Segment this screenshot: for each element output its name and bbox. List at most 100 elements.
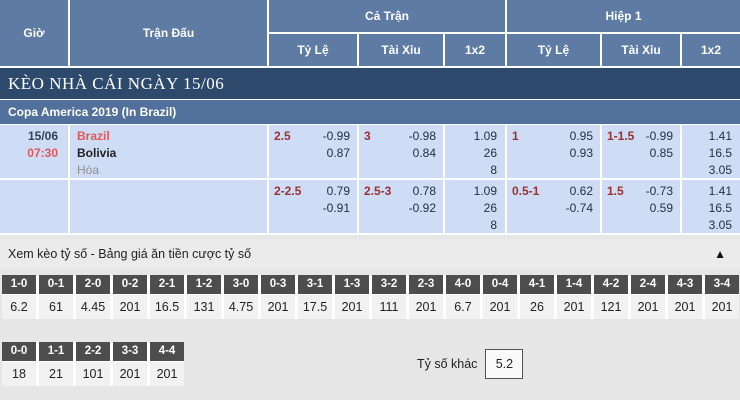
match-teams-cell[interactable]: Brazil Bolivia Hòa xyxy=(68,125,267,178)
score-odds-cell[interactable]: 3-4 201 xyxy=(705,275,739,319)
score-odds-cell[interactable]: 2-0 4.45 xyxy=(76,275,110,319)
score-odds-cell[interactable]: 2-1 16.5 xyxy=(150,275,184,319)
odds-value[interactable]: 0.78 xyxy=(412,184,436,198)
score-odds[interactable]: 6.7 xyxy=(446,295,480,319)
score-odds-cell[interactable]: 4-2 121 xyxy=(594,275,628,319)
odds-value[interactable]: -0.92 xyxy=(408,201,436,215)
score-odds[interactable]: 6.2 xyxy=(2,295,36,319)
score-odds[interactable]: 61 xyxy=(39,295,73,319)
score-odds[interactable]: 111 xyxy=(372,295,406,319)
score-odds[interactable]: 201 xyxy=(150,362,184,386)
away-team[interactable]: Bolivia xyxy=(77,146,117,160)
score-odds-cell[interactable]: 0-4 201 xyxy=(483,275,517,319)
ft-over-under-cell[interactable]: 3 -0.98 0.84 xyxy=(357,125,443,178)
h1-over-under-cell-2[interactable]: 1.5 -0.73 0.59 xyxy=(600,180,680,233)
score-odds[interactable]: 121 xyxy=(594,295,628,319)
score-odds[interactable]: 26 xyxy=(520,295,554,319)
odds-value[interactable]: 0.59 xyxy=(649,201,673,215)
odds-value[interactable]: 8 xyxy=(490,163,497,177)
score-odds[interactable]: 201 xyxy=(705,295,739,319)
odds-value[interactable]: 26 xyxy=(483,201,497,215)
ft-handicap-cell[interactable]: 2.5 -0.99 0.87 xyxy=(267,125,357,178)
score-odds[interactable]: 18 xyxy=(2,362,36,386)
h1-1x2-cell-2[interactable]: 1.41 16.5 3.05 xyxy=(680,180,740,233)
odds-value[interactable]: 0.87 xyxy=(326,146,350,160)
home-team[interactable]: Brazil xyxy=(77,129,110,143)
score-odds-cell[interactable]: 1-1 21 xyxy=(39,342,73,386)
score-odds[interactable]: 201 xyxy=(668,295,702,319)
odds-value[interactable]: 0.95 xyxy=(569,129,593,143)
score-odds-cell[interactable]: 4-3 201 xyxy=(668,275,702,319)
odds-value[interactable]: 0.62 xyxy=(569,184,593,198)
ft-1x2-cell-2[interactable]: 1.09 26 8 xyxy=(443,180,505,233)
score-odds-cell[interactable]: 3-1 17.5 xyxy=(298,275,332,319)
odds-value[interactable]: 1.41 xyxy=(708,129,732,143)
score-label: 1-4 xyxy=(557,275,591,294)
score-odds-cell[interactable]: 4-0 6.7 xyxy=(446,275,480,319)
score-odds[interactable]: 201 xyxy=(409,295,443,319)
score-odds[interactable]: 131 xyxy=(187,295,221,319)
score-odds-cell[interactable]: 1-4 201 xyxy=(557,275,591,319)
ft-handicap-cell-2[interactable]: 2-2.5 0.79 -0.91 xyxy=(267,180,357,233)
collapse-arrow-icon[interactable]: ▲ xyxy=(714,247,726,261)
odds-value[interactable]: 0.85 xyxy=(649,146,673,160)
section-title-bar: KÈO NHÀ CÁI NGÀY 15/06 xyxy=(0,68,740,99)
score-odds-cell[interactable]: 1-0 6.2 xyxy=(2,275,36,319)
score-odds-cell[interactable]: 3-2 111 xyxy=(372,275,406,319)
col-header-ft-over-under: Tài Xỉu xyxy=(357,32,443,66)
score-odds[interactable]: 201 xyxy=(113,362,147,386)
score-odds[interactable]: 201 xyxy=(335,295,369,319)
odds-value[interactable]: 1.09 xyxy=(473,184,497,198)
score-odds-cell[interactable]: 2-3 201 xyxy=(409,275,443,319)
h1-handicap-cell-2[interactable]: 0.5-1 0.62 -0.74 xyxy=(505,180,600,233)
odds-value[interactable]: 26 xyxy=(483,146,497,160)
score-odds-cell[interactable]: 4-4 201 xyxy=(150,342,184,386)
score-odds-cell[interactable]: 2-4 201 xyxy=(631,275,665,319)
score-odds-cell[interactable]: 1-3 201 xyxy=(335,275,369,319)
score-odds-cell[interactable]: 0-3 201 xyxy=(261,275,295,319)
odds-value[interactable]: 3.05 xyxy=(708,163,732,177)
odds-value[interactable]: 1.09 xyxy=(473,129,497,143)
score-odds[interactable]: 201 xyxy=(113,295,147,319)
odds-value[interactable]: 1.41 xyxy=(708,184,732,198)
score-odds-row-1: 1-0 6.2 0-1 61 2-0 4.45 0-2 201 2-1 16.5 1-2 1… xyxy=(2,275,739,319)
other-score-odds[interactable]: 5.2 xyxy=(485,349,524,379)
score-odds-cell[interactable]: 2-2 101 xyxy=(76,342,110,386)
odds-value[interactable]: -0.99 xyxy=(645,129,673,143)
score-section-bar[interactable]: Xem kèo tỷ số - Bảng giá ăn tiền cược tỷ… xyxy=(0,239,740,269)
score-odds[interactable]: 4.45 xyxy=(76,295,110,319)
ft-1x2-cell[interactable]: 1.09 26 8 xyxy=(443,125,505,178)
score-odds-cell[interactable]: 0-2 201 xyxy=(113,275,147,319)
h1-1x2-cell[interactable]: 1.41 16.5 3.05 xyxy=(680,125,740,178)
score-odds[interactable]: 17.5 xyxy=(298,295,332,319)
odds-value[interactable]: 3.05 xyxy=(708,218,732,232)
score-odds-cell[interactable]: 4-1 26 xyxy=(520,275,554,319)
odds-value[interactable]: 0.84 xyxy=(412,146,436,160)
score-odds[interactable]: 201 xyxy=(557,295,591,319)
odds-value[interactable]: 16.5 xyxy=(708,146,732,160)
score-odds[interactable]: 4.75 xyxy=(224,295,258,319)
score-odds-cell[interactable]: 3-0 4.75 xyxy=(224,275,258,319)
score-odds-cell[interactable]: 0-0 18 xyxy=(2,342,36,386)
ft-over-under-cell-2[interactable]: 2.5-3 0.78 -0.92 xyxy=(357,180,443,233)
score-odds[interactable]: 21 xyxy=(39,362,73,386)
odds-value[interactable]: -0.73 xyxy=(645,184,673,198)
score-odds[interactable]: 201 xyxy=(631,295,665,319)
odds-value[interactable]: 8 xyxy=(490,218,497,232)
score-odds-cell[interactable]: 3-3 201 xyxy=(113,342,147,386)
odds-value[interactable]: -0.98 xyxy=(408,129,436,143)
score-odds[interactable]: 101 xyxy=(76,362,110,386)
odds-value[interactable]: 16.5 xyxy=(708,201,732,215)
odds-value[interactable]: -0.91 xyxy=(322,201,350,215)
odds-value[interactable]: 0.79 xyxy=(326,184,350,198)
score-odds[interactable]: 201 xyxy=(483,295,517,319)
h1-handicap-cell[interactable]: 1 0.95 0.93 xyxy=(505,125,600,178)
score-odds-cell[interactable]: 0-1 61 xyxy=(39,275,73,319)
score-odds[interactable]: 16.5 xyxy=(150,295,184,319)
h1-over-under-cell[interactable]: 1-1.5 -0.99 0.85 xyxy=(600,125,680,178)
score-odds-cell[interactable]: 1-2 131 xyxy=(187,275,221,319)
score-odds[interactable]: 201 xyxy=(261,295,295,319)
odds-value[interactable]: -0.99 xyxy=(322,129,350,143)
odds-value[interactable]: -0.74 xyxy=(565,201,593,215)
odds-value[interactable]: 0.93 xyxy=(569,146,593,160)
